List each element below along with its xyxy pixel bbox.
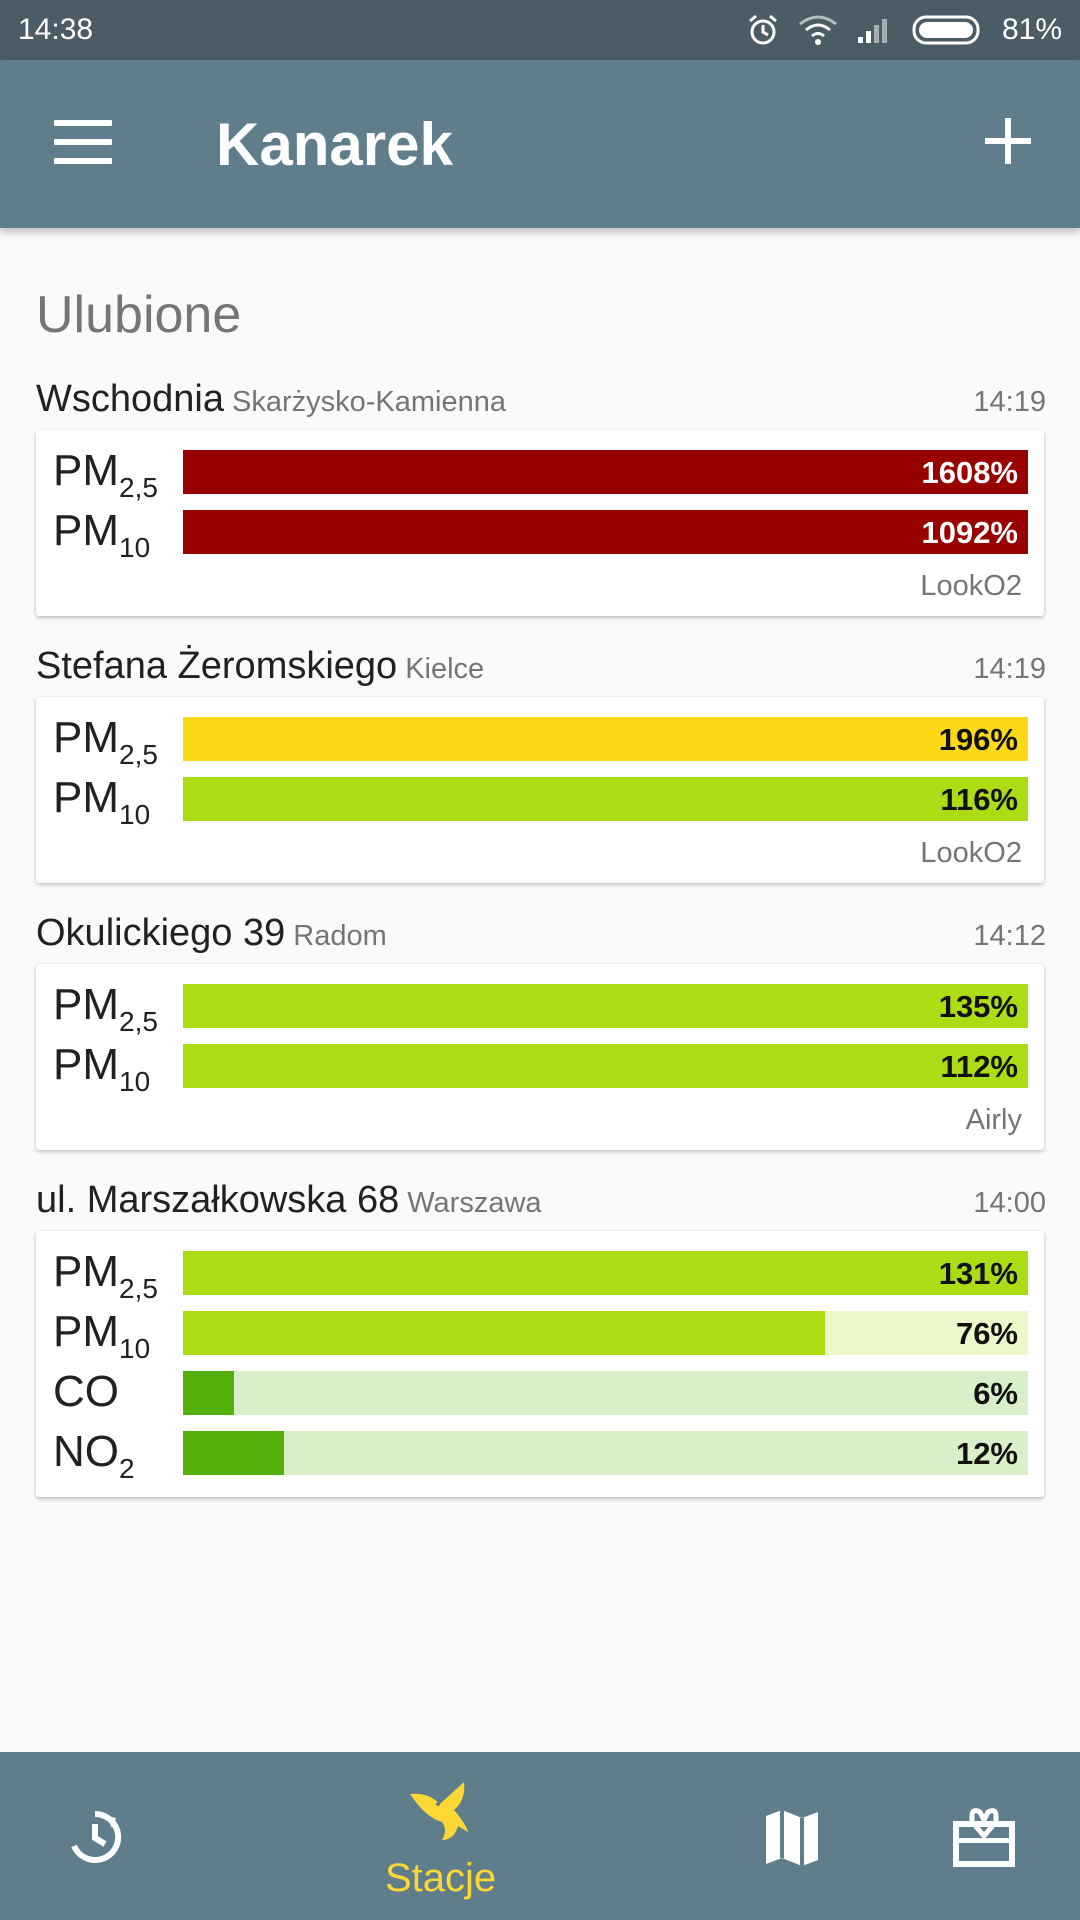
pollutant-row: PM2,5 1608% — [36, 446, 1044, 503]
station-card[interactable]: PM2,5 1608% PM10 1092% LookO2 — [36, 430, 1044, 616]
status-time: 14:38 — [18, 13, 94, 46]
pollutant-percent: 1092% — [921, 515, 1018, 550]
pollutant-bar: 112% — [183, 1044, 1028, 1088]
pollutant-bar: 12% — [183, 1431, 1028, 1475]
pollutant-bar: 1092% — [183, 510, 1028, 554]
nav-label-stacje[interactable]: Stacje — [385, 1856, 497, 1900]
pollutant-label: PM2,5 — [53, 713, 158, 770]
station-name: Okulickiego 39 — [36, 912, 286, 954]
station-header[interactable]: ul. Marszałkowska 68 Warszawa 14:00 — [36, 1179, 1046, 1223]
station-header[interactable]: Stefana Żeromskiego Kielce 14:19 — [36, 645, 1046, 689]
pollutant-label: PM10 — [53, 1307, 151, 1364]
pollutant-bar-fill — [183, 510, 1028, 554]
pollutant-row: PM2,5 196% — [36, 713, 1044, 770]
pollutant-bar-fill — [183, 1251, 1028, 1295]
battery-percent: 81% — [1001, 13, 1062, 46]
station-city: Kielce — [405, 653, 485, 685]
pollutant-percent: 1608% — [921, 455, 1018, 490]
station-time: 14:00 — [973, 1187, 1046, 1219]
pollutant-bar-fill — [183, 777, 1028, 821]
station-city: Warszawa — [407, 1187, 542, 1219]
pollutant-label: PM2,5 — [53, 1247, 158, 1304]
alarm-icon — [748, 14, 777, 45]
plus-icon[interactable] — [985, 118, 1031, 164]
station-name: Stefana Żeromskiego — [36, 645, 398, 687]
section-title: Ulubione — [36, 286, 242, 344]
pollutant-bar-fill — [183, 1371, 234, 1415]
pollutant-percent: 76% — [955, 1316, 1018, 1351]
station-city: Skarżysko-Kamienna — [231, 386, 506, 418]
station-time: 14:19 — [973, 386, 1046, 418]
pollutant-label: NO2 — [53, 1427, 135, 1484]
pollutant-bar: 196% — [183, 717, 1028, 761]
station-time: 14:12 — [973, 920, 1046, 952]
history-icon[interactable] — [66, 1808, 124, 1866]
pollutant-label: CO — [53, 1367, 119, 1416]
station-name: ul. Marszałkowska 68 — [36, 1179, 400, 1221]
pollutant-row: PM2,5 131% — [36, 1247, 1044, 1304]
pollutant-label: PM2,5 — [53, 446, 158, 503]
pollutant-row: NO2 12% — [36, 1427, 1044, 1484]
data-source: LookO2 — [920, 837, 1022, 869]
pollutant-bar-fill — [183, 984, 1028, 1028]
menu-icon[interactable] — [54, 120, 112, 164]
signal-icon — [857, 19, 887, 43]
pollutant-percent: 135% — [938, 989, 1018, 1024]
pollutant-bar-fill — [183, 1311, 825, 1355]
pollutant-percent: 196% — [938, 722, 1018, 757]
pollutant-bar: 131% — [183, 1251, 1028, 1295]
station-card[interactable]: PM2,5 135% PM10 112% Airly — [36, 964, 1044, 1150]
pollutant-label: PM2,5 — [53, 980, 158, 1037]
pollutant-bar: 6% — [183, 1371, 1028, 1415]
pollutant-bar-fill — [183, 717, 1028, 761]
app-title: Kanarek — [216, 111, 453, 178]
pollutant-row: PM10 76% — [36, 1307, 1044, 1364]
pollutant-row: CO 6% — [36, 1367, 1044, 1416]
station-card[interactable]: PM2,5 131% PM10 76% CO 6% NO2 12% — [36, 1231, 1044, 1497]
pollutant-row: PM10 116% — [36, 773, 1044, 830]
station-header[interactable]: Okulickiego 39 Radom 14:12 — [36, 912, 1046, 956]
pollutant-label: PM10 — [53, 1040, 151, 1097]
pollutant-label: PM10 — [53, 506, 151, 563]
pollutant-percent: 6% — [973, 1376, 1018, 1411]
pollutant-percent: 131% — [938, 1256, 1018, 1291]
station-name: Wschodnia — [36, 378, 224, 420]
pollutant-row: PM2,5 135% — [36, 980, 1044, 1037]
pollutant-percent: 12% — [955, 1436, 1018, 1471]
pollutant-bar-fill — [183, 1431, 284, 1475]
bottom-navigation: Stacje — [0, 1752, 1080, 1920]
battery-icon — [912, 15, 980, 45]
pollutant-bar: 76% — [183, 1311, 1028, 1355]
pollutant-bar: 116% — [183, 777, 1028, 821]
map-icon[interactable] — [764, 1808, 820, 1868]
data-source: Airly — [965, 1104, 1022, 1136]
pollutant-percent: 112% — [940, 1049, 1018, 1084]
station-city: Radom — [293, 920, 387, 952]
pollutant-label: PM10 — [53, 773, 151, 830]
pollutant-row: PM10 112% — [36, 1040, 1044, 1097]
status-bar: 14:38 81% — [0, 0, 1080, 60]
pollutant-bar: 1608% — [183, 450, 1028, 494]
pollutant-bar-fill — [183, 450, 1028, 494]
station-card[interactable]: PM2,5 196% PM10 116% LookO2 — [36, 697, 1044, 883]
station-time: 14:19 — [973, 653, 1046, 685]
gift-icon[interactable] — [952, 1806, 1016, 1868]
pollutant-bar: 135% — [183, 984, 1028, 1028]
data-source: LookO2 — [920, 570, 1022, 602]
pollutant-bar-fill — [183, 1044, 1028, 1088]
canary-bird-icon[interactable] — [408, 1780, 484, 1844]
station-header[interactable]: Wschodnia Skarżysko-Kamienna 14:19 — [36, 378, 1046, 422]
wifi-icon — [799, 15, 837, 45]
pollutant-row: PM10 1092% — [36, 506, 1044, 563]
pollutant-percent: 116% — [940, 782, 1018, 817]
app-bar: Kanarek — [0, 60, 1080, 228]
